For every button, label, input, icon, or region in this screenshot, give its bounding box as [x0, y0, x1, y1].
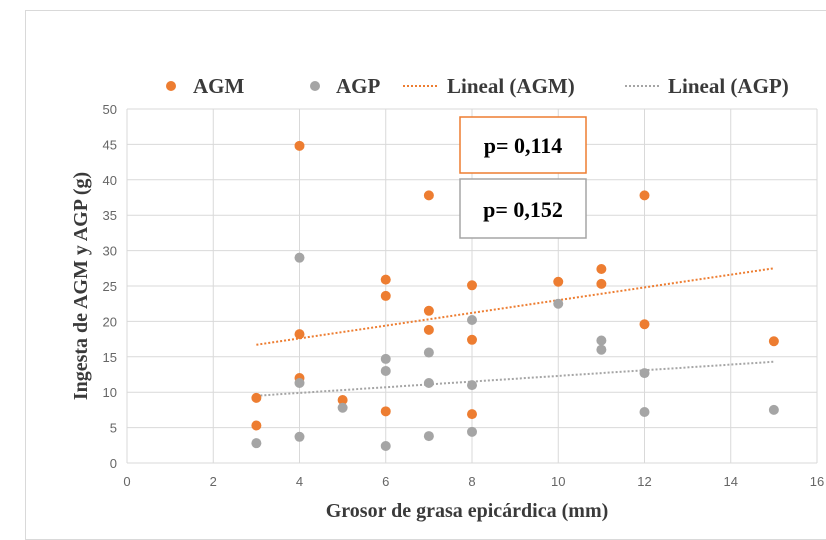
point-agm [251, 420, 262, 431]
tick-labels: 0 5 10 15 20 25 30 35 40 45 50 0 2 4 6 8 10 12 14 16 [103, 102, 825, 489]
point-agm [467, 334, 477, 345]
point-agm [294, 329, 305, 340]
point-agm [423, 324, 434, 335]
point-agp [423, 431, 434, 442]
trendline-lineal-agm [256, 267, 775, 346]
scatter-chart: 0 5 10 15 20 25 30 35 40 45 50 0 2 4 6 8 10 12 14 16 AGM AG… [70, 74, 825, 522]
point-agm [380, 274, 391, 285]
point-agp [380, 353, 391, 364]
legend-label-agm: AGM [193, 74, 245, 98]
p-value-box-agp: p= 0,152 [459, 178, 587, 239]
y-tick-label: 20 [103, 314, 117, 329]
point-agp [294, 431, 305, 442]
y-tick-label: 45 [103, 137, 117, 152]
y-tick-label: 10 [103, 385, 117, 400]
point-agm [380, 290, 391, 301]
point-agm [639, 319, 650, 330]
point-agp [294, 252, 305, 263]
legend-marker-agm [166, 81, 176, 91]
point-agm [596, 264, 607, 275]
legend: AGM AGP Lineal (AGM) Lineal (AGP) [166, 74, 789, 98]
point-agp [467, 426, 477, 437]
point-agm [423, 305, 434, 316]
point-agm [380, 406, 391, 417]
point-agp [467, 380, 477, 391]
point-agm [467, 409, 477, 420]
point-agp [596, 344, 607, 355]
point-agp [294, 377, 305, 388]
chart-frame [25, 10, 826, 540]
point-agp [423, 377, 434, 388]
point-agm [596, 278, 607, 289]
trendlines [256, 267, 775, 397]
legend-marker-agp [310, 81, 320, 91]
point-agp [596, 335, 607, 346]
y-tick-label: 35 [103, 208, 117, 223]
point-agp [380, 365, 391, 376]
point-agp [423, 347, 434, 358]
point-agp [467, 314, 477, 325]
legend-label-lineal-agp: Lineal (AGP) [668, 74, 789, 98]
legend-label-agp: AGP [336, 74, 381, 98]
point-agp [337, 402, 348, 413]
y-tick-label: 30 [103, 244, 117, 259]
x-tick-label: 4 [296, 474, 303, 489]
point-agm [251, 392, 262, 403]
point-agm [639, 190, 650, 201]
x-axis-title: Grosor de grasa epicárdica (mm) [326, 500, 609, 522]
p-value-agp: p= 0,152 [483, 197, 563, 222]
point-agm [294, 140, 305, 151]
x-tick-label: 6 [382, 474, 389, 489]
p-value-agm: p= 0,114 [484, 133, 563, 158]
p-value-box-agm: p= 0,114 [459, 116, 587, 174]
y-axis-title: Ingesta de AGM y AGP (g) [70, 172, 92, 400]
y-tick-label: 0 [110, 456, 117, 471]
data-points [251, 140, 779, 452]
legend-label-lineal-agm: Lineal (AGM) [447, 74, 575, 98]
point-agp [768, 404, 779, 415]
y-tick-label: 50 [103, 102, 117, 117]
y-tick-label: 5 [110, 421, 117, 436]
x-tick-label: 2 [210, 474, 217, 489]
point-agp [553, 298, 564, 309]
x-tick-label: 0 [123, 474, 130, 489]
point-agm [467, 280, 477, 291]
point-agm [553, 276, 564, 287]
y-tick-label: 15 [103, 350, 117, 365]
x-tick-label: 12 [637, 474, 651, 489]
point-agm [337, 394, 348, 405]
point-agp [639, 368, 650, 379]
x-tick-label: 16 [810, 474, 824, 489]
point-agp [639, 407, 650, 418]
point-agp [380, 441, 391, 452]
point-agm [423, 190, 434, 201]
x-tick-label: 14 [724, 474, 738, 489]
point-agp [251, 438, 262, 449]
trendline-lineal-agp [256, 360, 774, 397]
y-tick-label: 25 [103, 279, 117, 294]
y-tick-label: 40 [103, 173, 117, 188]
x-tick-label: 10 [551, 474, 565, 489]
x-tick-label: 8 [468, 474, 475, 489]
point-agm [768, 336, 779, 347]
